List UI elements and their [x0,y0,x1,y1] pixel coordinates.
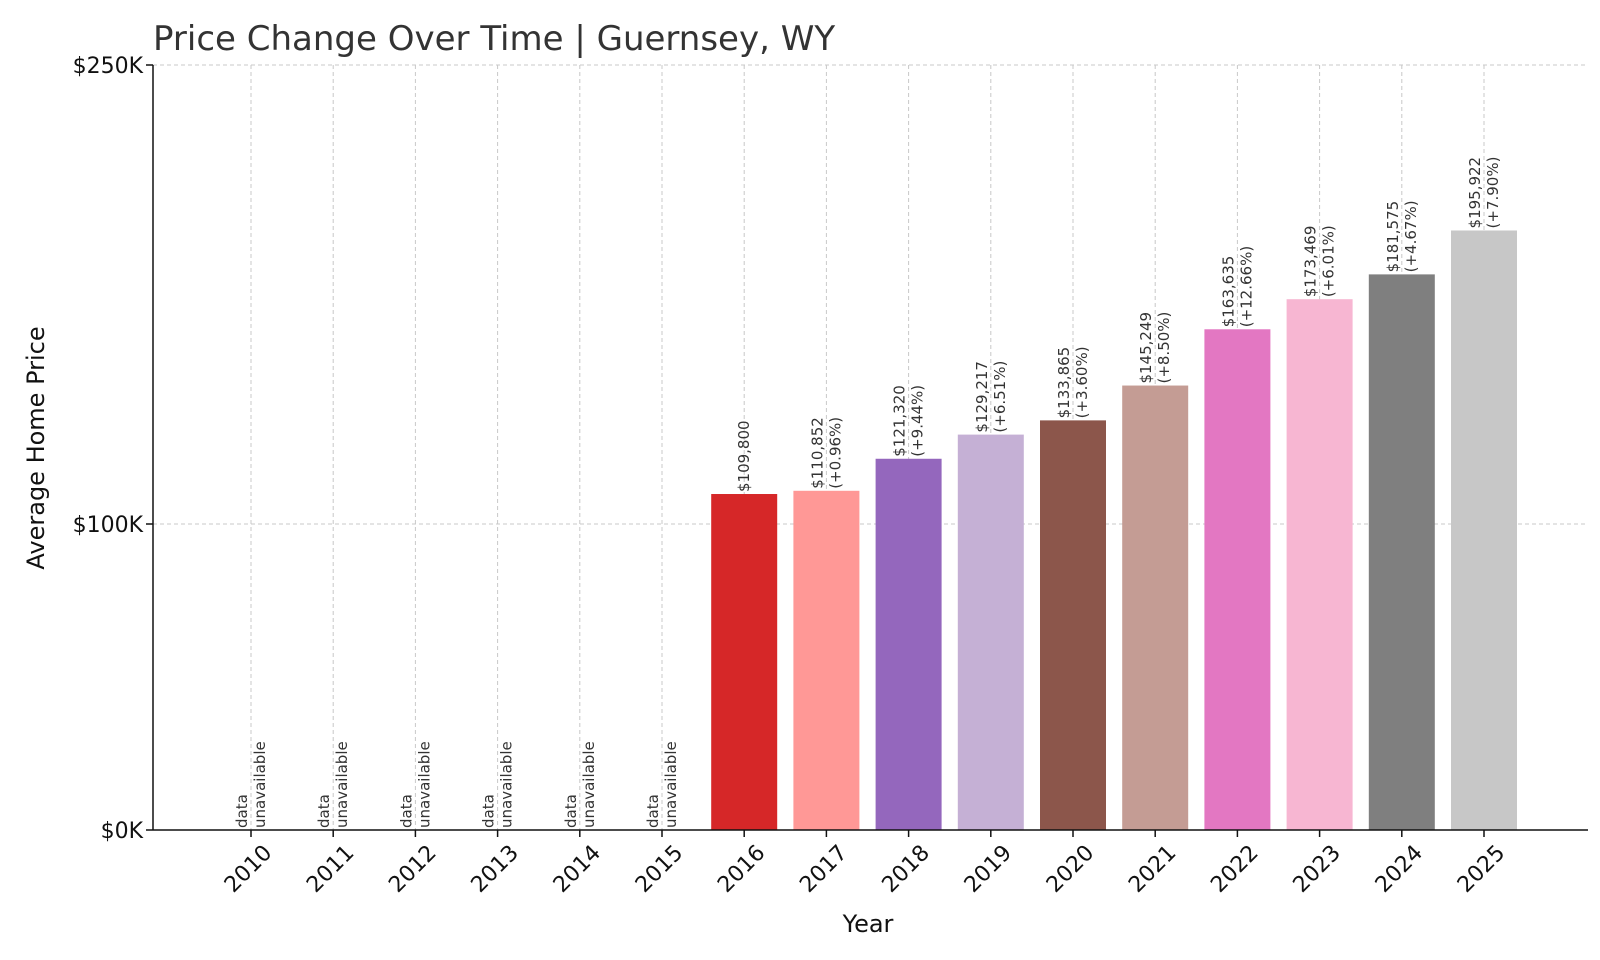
bar-2025 [1451,230,1517,830]
x-tick-label: 2019 [960,841,1017,898]
bar-label-line: $110,852 [808,417,826,489]
x-tick-label: 2020 [1042,841,1099,898]
bar-label-line: $129,217 [973,361,991,433]
bar-label-line: (+9.44%) [909,385,927,457]
x-tick-label: 2017 [795,841,852,898]
bar-2022 [1204,329,1271,830]
bar-2024 [1368,274,1435,830]
y-tick-label: $0K [101,819,144,844]
chart-title: Price Change Over Time | Guernsey, WY [153,19,835,59]
bar-label-line: unavailable [251,741,269,828]
x-axis-label: Year [842,910,894,938]
bar-label-line: $173,469 [1302,226,1320,298]
bar-label-line: (+7.90%) [1484,157,1502,229]
bar-label-2010: dataunavailable [233,741,269,828]
x-tick-label: 2015 [631,841,688,898]
bar-label-line: unavailable [498,741,516,828]
x-tick-label: 2024 [1371,841,1428,898]
bar-label-line: $133,865 [1055,347,1073,419]
x-tick-label: 2021 [1124,841,1181,898]
bar-label-line: $195,922 [1466,157,1484,229]
bar-label-line: unavailable [415,741,433,828]
bar-label-2012: dataunavailable [397,741,433,828]
y-tick-label: $100K [73,513,144,538]
bar-label-line: $145,249 [1137,312,1155,384]
bar-label-line: unavailable [333,741,351,828]
bar-label-line: (+6.01%) [1320,225,1338,297]
bar-2018 [875,458,942,830]
bar-label-2020: $133,865(+3.60%) [1055,346,1091,418]
bar-2019 [957,434,1024,830]
x-tick-label: 2012 [384,841,441,898]
bar-label-line: (+8.50%) [1155,312,1173,384]
x-tick-label: 2025 [1453,841,1510,898]
bar-label-line: unavailable [662,741,680,828]
bars [711,230,1517,831]
bar-2016 [711,494,778,830]
x-tick-label: 2011 [302,841,359,898]
bar-label-line: $109,800 [735,420,753,492]
bar-label-2021: $145,249(+8.50%) [1137,312,1173,384]
x-tick-label: 2023 [1289,841,1346,898]
x-tick-label: 2022 [1206,841,1263,898]
x-tick-label: 2014 [549,841,606,898]
y-axis-label: Average Home Price [22,326,50,569]
bar-label-line: data [397,794,415,828]
bar-label-2013: dataunavailable [480,741,516,828]
bar-label-line: (+12.66%) [1237,246,1255,327]
bar-label-2022: $163,635(+12.66%) [1219,246,1255,327]
bar-label-line: $121,320 [891,385,909,457]
bar-label-2015: dataunavailable [644,741,680,828]
bar-labels: dataunavailable dataunavailable dataunavai… [233,157,1502,828]
bar-label-2014: dataunavailable [562,741,598,828]
bar-label-2011: dataunavailable [315,741,351,828]
bar-label-2019: $129,217(+6.51%) [973,361,1009,433]
bar-label-line: data [315,794,333,828]
bar-label-line: (+6.51%) [991,361,1009,433]
bar-label-2016: $109,800 [735,420,753,492]
bar-label-line: data [644,794,662,828]
x-tick-label: 2018 [878,841,935,898]
y-tick-label: $250K [73,54,144,79]
bar-2020 [1040,420,1106,830]
bar-label-line: $181,575 [1384,201,1402,273]
bar-label-line: $163,635 [1219,256,1237,328]
bar-label-2023: $173,469(+6.01%) [1302,225,1338,297]
x-tick-label: 2013 [467,841,524,898]
bar-2021 [1122,385,1189,830]
bar-label-line: unavailable [580,741,598,828]
bar-label-2025: $195,922(+7.90%) [1466,157,1502,229]
bar-label-line: (+0.96%) [826,417,844,489]
bar-label-line: (+3.60%) [1073,346,1091,418]
bar-2023 [1286,299,1353,831]
bar-label-line: data [480,794,498,828]
bar-label-2017: $110,852(+0.96%) [808,417,844,489]
x-tick-label: 2016 [713,841,770,898]
bar-2017 [793,490,860,830]
bar-label-line: data [562,794,580,828]
bar-label-2018: $121,320(+9.44%) [891,385,927,457]
bar-label-2024: $181,575(+4.67%) [1384,200,1420,272]
bar-label-line: data [233,794,251,828]
x-tick-label: 2010 [220,841,277,898]
bar-label-line: (+4.67%) [1402,200,1420,272]
